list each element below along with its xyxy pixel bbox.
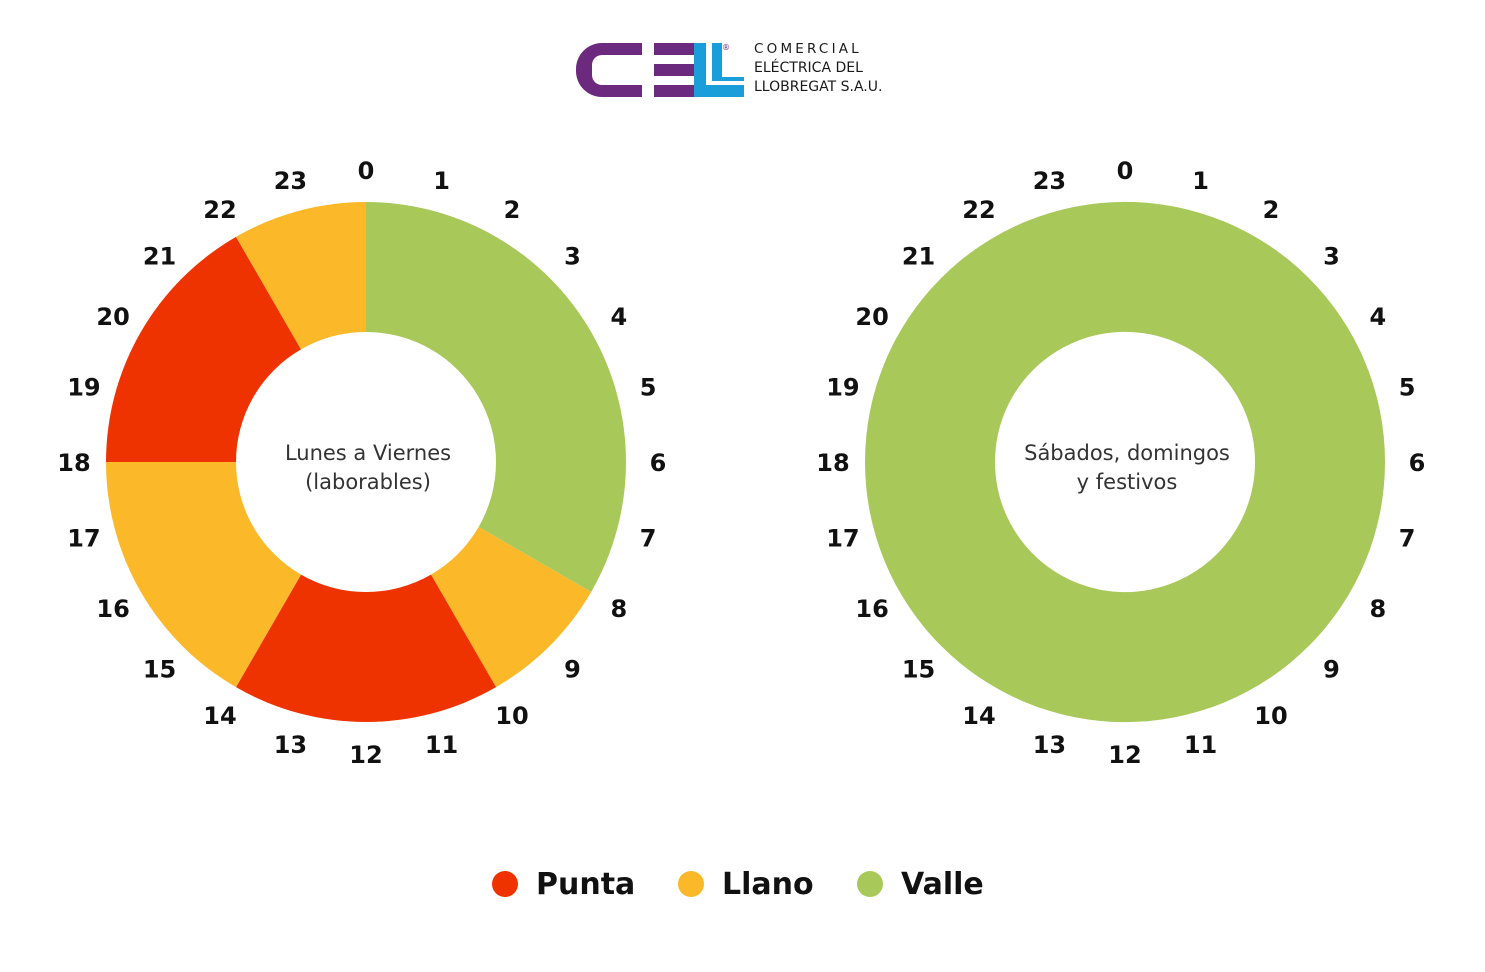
hour-label: 2 <box>1263 196 1280 224</box>
hour-label: 14 <box>203 702 236 730</box>
hour-label: 15 <box>902 655 935 683</box>
hour-label: 21 <box>143 243 176 271</box>
hour-label: 8 <box>611 595 628 623</box>
company-name-line2: ELÉCTRICA DEL <box>754 60 863 76</box>
hour-label: 20 <box>96 303 129 331</box>
hour-label: 15 <box>143 655 176 683</box>
legend-label: Valle <box>901 866 984 902</box>
legend-item-punta: Punta <box>492 862 635 906</box>
hour-label: 17 <box>67 525 100 553</box>
hour-label: 23 <box>1033 167 1066 195</box>
hour-label: 13 <box>274 731 307 759</box>
hour-label: 2 <box>504 196 521 224</box>
hour-label: 16 <box>855 595 888 623</box>
hour-label: 18 <box>816 449 849 477</box>
hour-label: 19 <box>67 373 100 401</box>
cel-logo-mark-icon: ® <box>576 43 744 97</box>
hour-label: 3 <box>1323 243 1340 271</box>
legend-label: Punta <box>536 866 636 902</box>
hour-label: 11 <box>425 731 458 759</box>
legend-item-valle: Valle <box>857 862 984 906</box>
chart-center-label: Lunes a Viernes <box>285 441 451 465</box>
segment-llano <box>106 462 301 688</box>
hour-label: 6 <box>1409 449 1426 477</box>
hour-label: 22 <box>962 196 995 224</box>
hour-label: 9 <box>564 655 581 683</box>
hour-label: 10 <box>495 702 528 730</box>
hour-label: 10 <box>1254 702 1287 730</box>
valle-dot-icon <box>857 871 883 897</box>
punta-dot-icon <box>492 871 518 897</box>
hour-label: 14 <box>962 702 995 730</box>
hour-label: 16 <box>96 595 129 623</box>
hour-label: 8 <box>1370 595 1387 623</box>
hour-label: 12 <box>1108 741 1141 769</box>
segment-valle <box>864 201 1385 723</box>
company-name-line1: COMERCIAL <box>754 41 862 57</box>
chart-center-label: y festivos <box>1077 470 1178 494</box>
weekend-donut-chart: 0 1234567891011121314151617181920212223Sá… <box>816 157 1425 769</box>
hour-label: 22 <box>203 196 236 224</box>
chart-center-label: (laborables) <box>305 470 431 494</box>
chart-center-label: Sábados, domingos <box>1024 441 1230 465</box>
segment-valle <box>366 202 627 592</box>
hour-label: 17 <box>826 525 859 553</box>
hour-label: 12 <box>349 741 382 769</box>
segment-punta <box>236 574 496 723</box>
chart-legend: Punta Llano Valle <box>0 862 1485 906</box>
hour-label: 3 <box>564 243 581 271</box>
legend-item-llano: Llano <box>678 862 814 906</box>
svg-text:®: ® <box>722 43 730 52</box>
hour-label: 5 <box>640 373 657 401</box>
hour-label: 21 <box>902 243 935 271</box>
hour-label: 0 <box>358 157 375 185</box>
hour-label: 4 <box>611 303 628 331</box>
segment-punta <box>106 236 301 462</box>
segment-llano <box>236 202 366 350</box>
hour-label: 13 <box>1033 731 1066 759</box>
hour-label: 7 <box>1399 525 1416 553</box>
company-name: COMERCIAL ELÉCTRICA DEL LLOBREGAT S.A.U. <box>754 40 882 97</box>
hour-label: 1 <box>1192 167 1209 195</box>
hour-label: 6 <box>650 449 667 477</box>
hour-label: 18 <box>57 449 90 477</box>
segment-llano <box>431 527 592 688</box>
hour-label: 0 <box>1117 157 1134 185</box>
company-name-line3: LLOBREGAT S.A.U. <box>754 79 883 95</box>
company-logo: ® COMERCIAL ELÉCTRICA DEL LLOBREGAT S.A.… <box>574 40 884 100</box>
weekday-donut-chart: 0 1234567891011121314151617181920212223Lu… <box>57 157 666 769</box>
hour-label: 23 <box>274 167 307 195</box>
hour-label: 1 <box>433 167 450 195</box>
hour-label: 9 <box>1323 655 1340 683</box>
hour-label: 7 <box>640 525 657 553</box>
hour-label: 19 <box>826 373 859 401</box>
llano-dot-icon <box>678 871 704 897</box>
hour-label: 20 <box>855 303 888 331</box>
hour-label: 4 <box>1370 303 1387 331</box>
legend-label: Llano <box>722 866 814 902</box>
hour-label: 5 <box>1399 373 1416 401</box>
hour-label: 11 <box>1184 731 1217 759</box>
